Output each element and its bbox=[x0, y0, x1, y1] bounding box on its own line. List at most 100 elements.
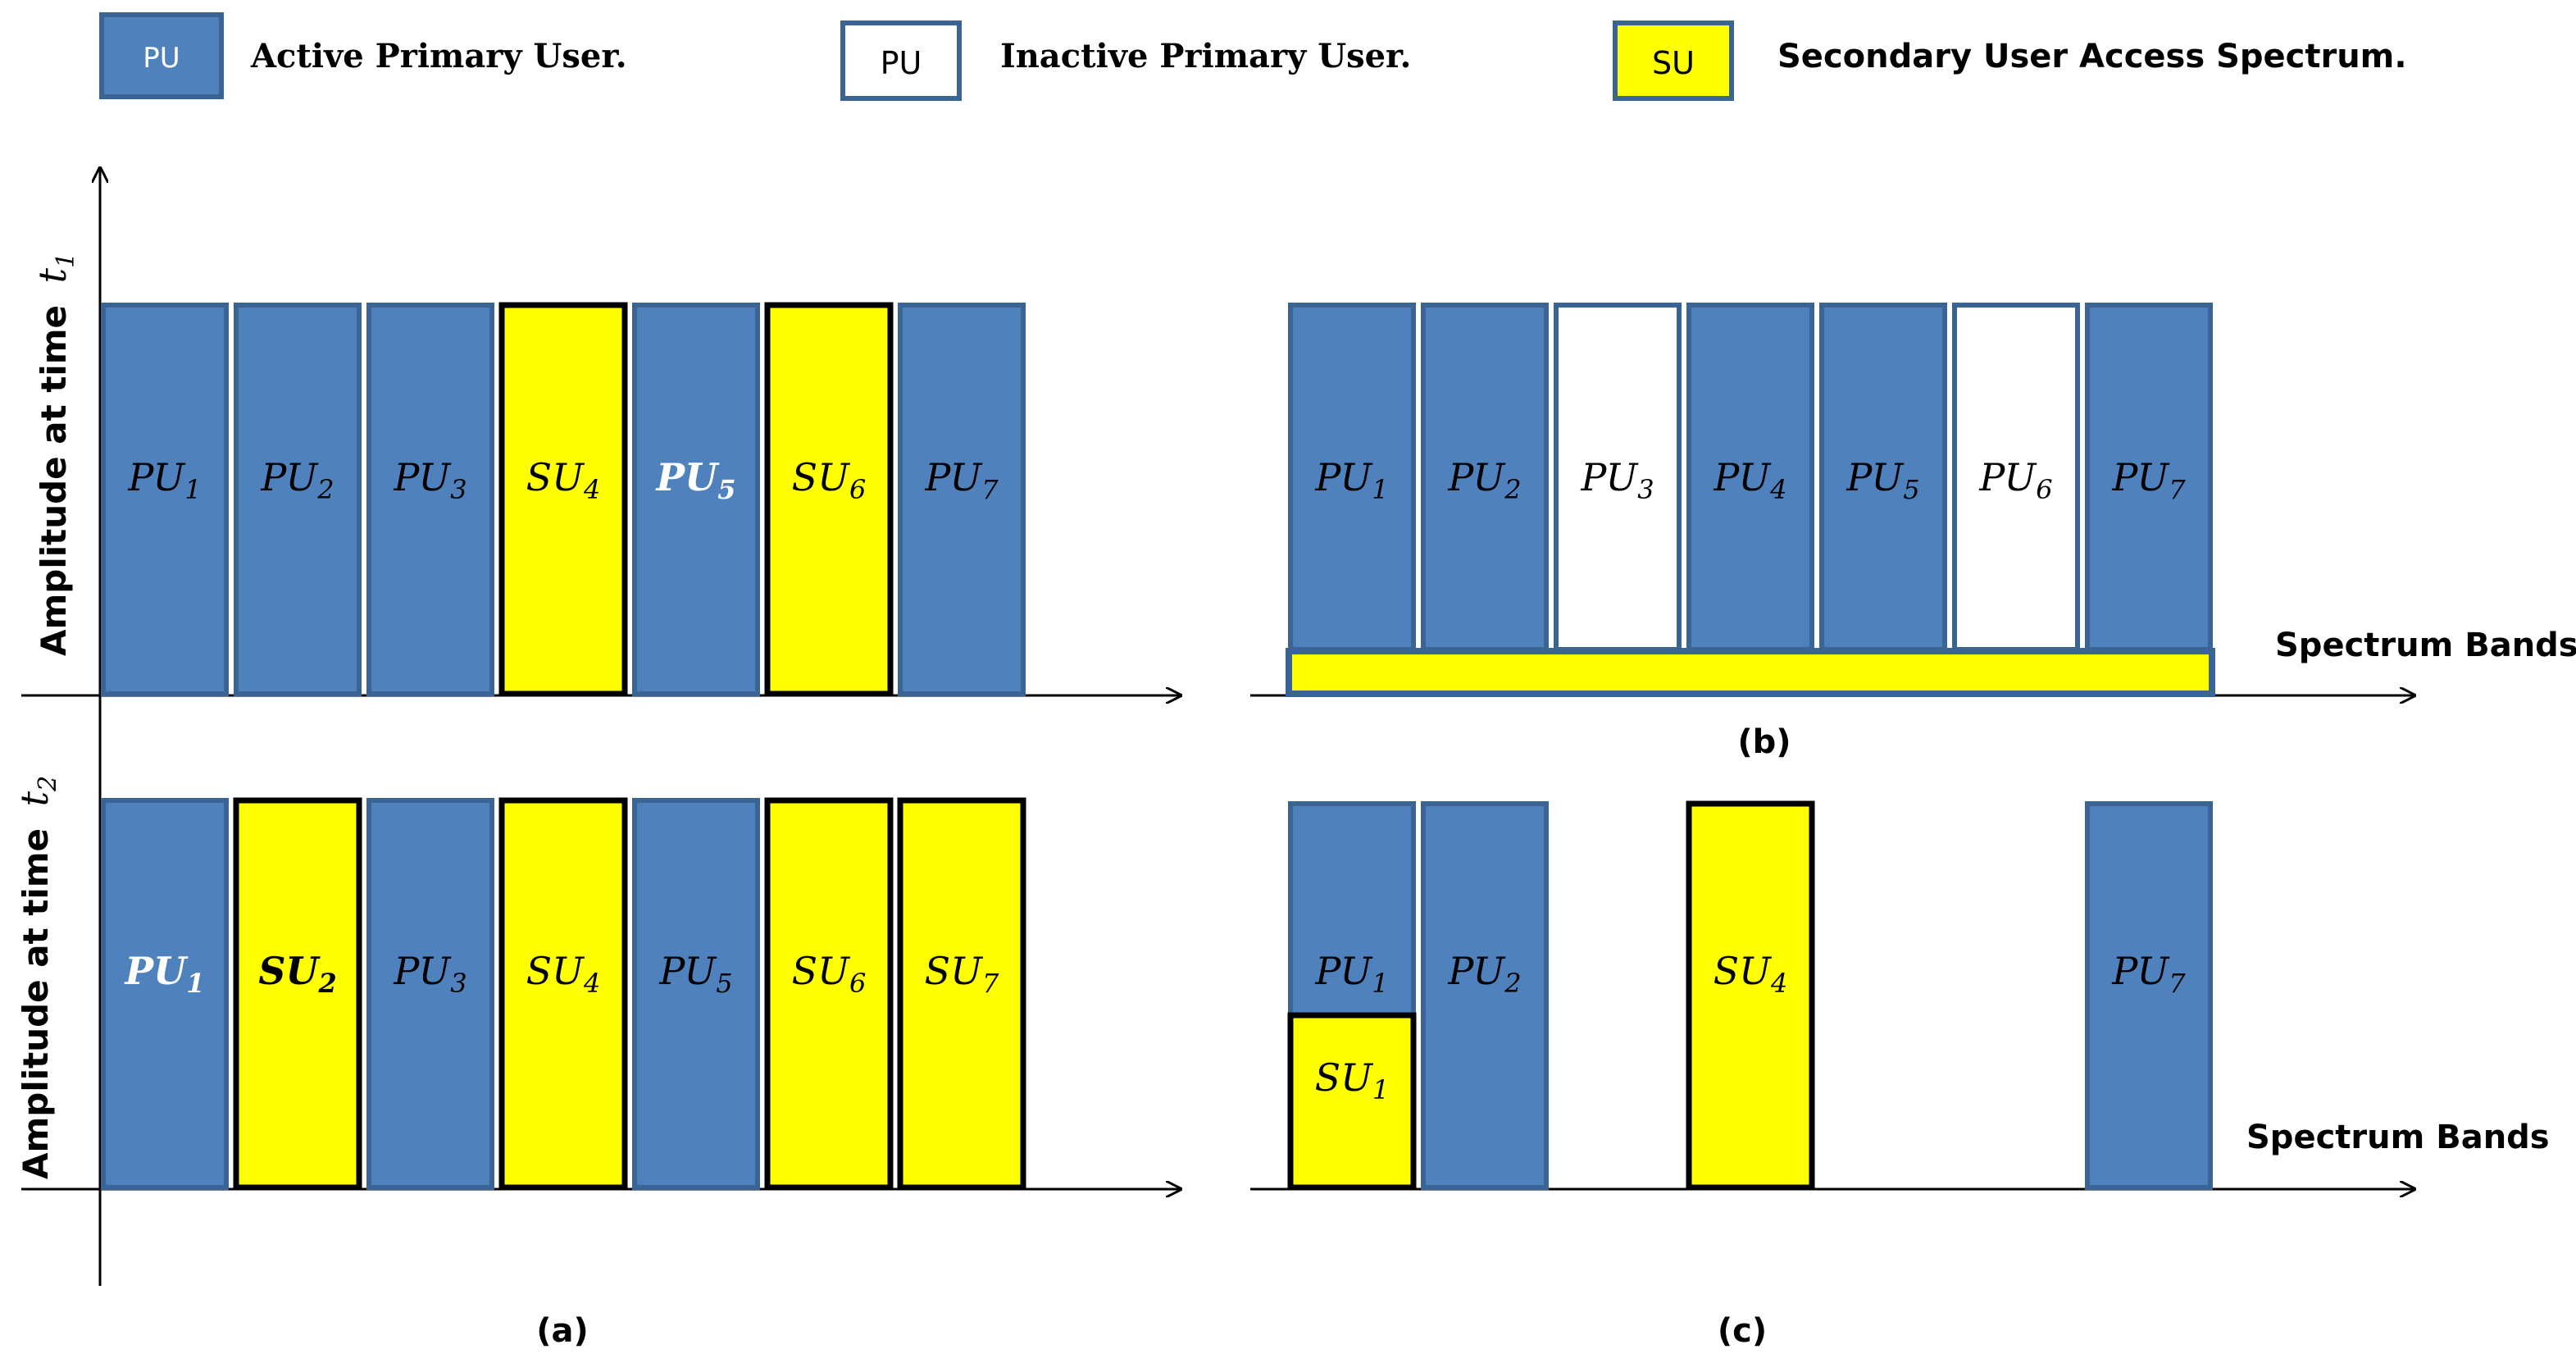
panel-b-x-label: Spectrum Bands bbox=[2275, 627, 2576, 664]
band-su4 bbox=[498, 797, 628, 1191]
band-label-sub: 1 bbox=[184, 474, 201, 505]
band-label-sub: 7 bbox=[982, 968, 999, 999]
band-label-name: PU bbox=[2111, 455, 2170, 499]
band-label-sub: 2 bbox=[1504, 474, 1521, 505]
band-label-pu1: PU1 bbox=[127, 455, 201, 505]
band-label-sub: 6 bbox=[2036, 474, 2052, 505]
band-label-pu1: PU1 bbox=[124, 949, 205, 999]
band-label-sub: 1 bbox=[1372, 474, 1388, 505]
band-label-sub: 4 bbox=[1770, 968, 1787, 999]
band-label-name: PU bbox=[124, 949, 189, 993]
band-pu7 bbox=[2085, 303, 2213, 652]
band-pu2 bbox=[1421, 303, 1549, 652]
band-label-sub: 2 bbox=[1504, 968, 1521, 999]
band-label-su4: SU4 bbox=[1714, 949, 1788, 999]
band-label-su6: SU6 bbox=[792, 949, 867, 999]
band-su2 bbox=[233, 797, 362, 1191]
band-label-sub: 6 bbox=[849, 968, 866, 999]
y-label-bottom-t: t bbox=[12, 791, 57, 806]
legend-su-text: Secondary User Access Spectrum. bbox=[1777, 38, 2407, 75]
band-label-sub: 1 bbox=[1372, 968, 1388, 999]
band-label-sub: 2 bbox=[318, 968, 337, 999]
band-label-sub: 1 bbox=[186, 968, 204, 999]
band-label-sub: 7 bbox=[2169, 968, 2186, 999]
band-label-sub: 7 bbox=[981, 474, 999, 505]
y-label-top-sub: 1 bbox=[52, 253, 80, 268]
band-label-name: SU bbox=[792, 949, 852, 993]
band-label-name: PU bbox=[1447, 949, 1506, 993]
band-label-sub: 6 bbox=[849, 474, 866, 505]
band-label-name: PU bbox=[2111, 949, 2170, 993]
band-label-name: PU bbox=[1314, 455, 1373, 499]
band-label-sub: 5 bbox=[717, 474, 735, 505]
band-label-sub: 1 bbox=[1372, 1074, 1389, 1105]
band-pu3 bbox=[366, 798, 494, 1190]
panel-a-bottom-y-label: Amplitude at time t2 bbox=[12, 776, 62, 1179]
band-label-sub: 3 bbox=[1637, 474, 1654, 505]
band-label-name: SU bbox=[526, 949, 586, 993]
band-label-pu7: PU7 bbox=[2111, 455, 2186, 505]
band-pu3 bbox=[366, 303, 494, 696]
band-pu4 bbox=[1686, 303, 1814, 652]
band-label-pu7: PU7 bbox=[924, 455, 999, 505]
panel-a-bottom-bands: PU1 SU2 PU3 SU4 PU5 SU6 SU7 bbox=[101, 797, 1026, 1191]
band-pu2 bbox=[1421, 801, 1549, 1190]
band-label-sub: 7 bbox=[2169, 474, 2186, 505]
panel-a-top-bands: PU1 PU2 PU3 SU4 PU5 SU6 PU7 bbox=[101, 302, 1026, 697]
band-label-sub: 4 bbox=[583, 474, 600, 505]
band-pu6 bbox=[1952, 303, 2080, 652]
band-pu5 bbox=[1819, 303, 1947, 652]
band-label-name: PU bbox=[127, 455, 186, 499]
legend-active-text: Active Primary User. bbox=[250, 37, 627, 75]
band-label-pu5: PU5 bbox=[1846, 455, 1919, 505]
legend-active-box-label: PU bbox=[143, 42, 180, 75]
band-label-pu2: PU2 bbox=[1447, 455, 1521, 505]
panel-c-x-label: Spectrum Bands bbox=[2246, 1119, 2550, 1156]
legend: PU Active Primary User. PU Inactive Prim… bbox=[99, 12, 2407, 101]
band-pu1 bbox=[101, 303, 229, 696]
band-label-sub: 5 bbox=[716, 968, 732, 999]
legend-inactive-text: Inactive Primary User. bbox=[1000, 37, 1411, 75]
band-pu5 bbox=[632, 798, 760, 1190]
panel-a-top-y-label: Amplitude at time t1 bbox=[30, 253, 80, 656]
band-label-pu7: PU7 bbox=[2111, 949, 2186, 999]
band-label-sub: 5 bbox=[1903, 474, 1919, 505]
band-pu1 bbox=[1288, 303, 1416, 652]
legend-su-box-label: SU bbox=[1652, 45, 1695, 81]
band-pu1 bbox=[101, 798, 229, 1190]
band-label-name: PU bbox=[658, 949, 717, 993]
band-label-su1: SU1 bbox=[1315, 1055, 1390, 1105]
band-label-name: SU bbox=[258, 949, 321, 993]
band-label-pu3: PU3 bbox=[1580, 455, 1654, 505]
legend-inactive-box-label: PU bbox=[881, 45, 922, 81]
band-label-su7: SU7 bbox=[925, 949, 999, 999]
band-pu5 bbox=[632, 303, 760, 696]
band-label-name: PU bbox=[1580, 455, 1639, 499]
band-label-pu3: PU3 bbox=[393, 949, 467, 999]
y-label-bottom-sub: 2 bbox=[34, 776, 62, 792]
band-label-pu2: PU2 bbox=[260, 455, 334, 505]
band-su7 bbox=[897, 797, 1026, 1191]
y-label-top-text: Amplitude at time bbox=[34, 305, 74, 656]
band-label-su4: SU4 bbox=[526, 455, 601, 505]
band-label-name: PU bbox=[655, 455, 721, 499]
panel-c-su-overlay: SU1 bbox=[1287, 1012, 1417, 1191]
band-label-name: PU bbox=[393, 949, 452, 993]
band-label-name: PU bbox=[260, 455, 319, 499]
y-label-bottom-text: Amplitude at time bbox=[16, 828, 56, 1179]
band-label-su6: SU6 bbox=[792, 455, 867, 505]
band-label-name: SU bbox=[925, 949, 985, 993]
band-label-name: PU bbox=[1978, 455, 2037, 499]
band-label-pu5: PU5 bbox=[655, 455, 736, 505]
y-label-top-t: t bbox=[30, 267, 75, 283]
band-label-sub: 3 bbox=[450, 474, 467, 505]
band-label-sub: 4 bbox=[1769, 474, 1786, 505]
caption-b: (b) bbox=[1737, 723, 1791, 761]
band-label-name: SU bbox=[1714, 949, 1773, 993]
band-label-pu1: PU1 bbox=[1314, 949, 1388, 999]
band-pu2 bbox=[234, 303, 362, 696]
band-label-name: PU bbox=[1846, 455, 1905, 499]
band-label-name: SU bbox=[1315, 1055, 1375, 1100]
band-su6 bbox=[764, 797, 894, 1191]
